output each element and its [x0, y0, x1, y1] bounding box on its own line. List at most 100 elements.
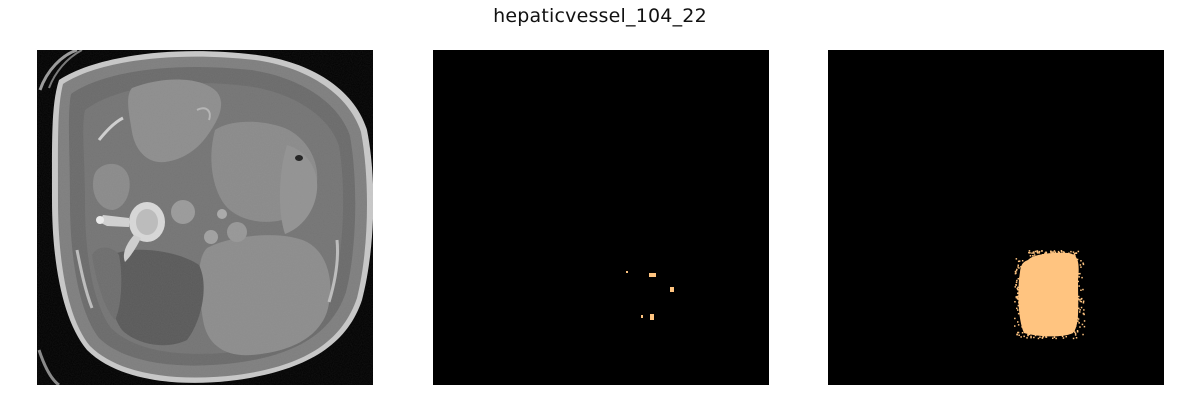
speckle-dot — [1074, 259, 1076, 262]
speckle-dot — [1042, 254, 1044, 256]
speckle-dot — [1028, 250, 1031, 252]
speckle-dot — [1079, 326, 1081, 328]
speckle-dot — [1017, 288, 1019, 291]
speckle-dot — [1054, 252, 1056, 254]
speckle-dot — [1016, 268, 1018, 271]
speckle-dot — [1018, 294, 1021, 297]
speckle-dot — [1057, 331, 1060, 333]
speckle-dot — [1033, 254, 1036, 256]
speckle-dot — [1055, 337, 1057, 340]
speckle-dot — [1021, 313, 1023, 316]
speckle-dot — [1016, 295, 1018, 298]
speckle-dot — [1074, 283, 1077, 285]
speckle-dot — [1078, 285, 1080, 287]
speckle-dot — [1017, 292, 1019, 294]
speckle-dot — [1016, 307, 1018, 310]
speckle-dot — [1036, 250, 1039, 253]
speckle-dot — [1072, 251, 1075, 253]
speckle-dot — [1077, 320, 1079, 322]
speckle-dot — [1029, 252, 1031, 254]
speckle-dot — [1076, 317, 1078, 319]
speckle-dot — [1057, 250, 1060, 253]
speckle-dot — [1018, 267, 1020, 269]
speckle-dot — [1037, 337, 1040, 340]
speckle-dot — [1060, 250, 1063, 252]
speckle-dot — [1078, 299, 1080, 301]
speckle-dot — [1048, 334, 1050, 336]
speckle-dot — [1027, 334, 1029, 337]
speckle-dot — [1045, 251, 1047, 254]
speckle-dot — [1080, 301, 1083, 303]
speckle-dot — [1034, 250, 1037, 253]
speckle-dot — [1082, 333, 1084, 336]
speckle-dot — [1074, 325, 1077, 327]
speckle-dot — [1083, 313, 1085, 316]
speckle-dot — [1021, 292, 1024, 294]
speckle-dot — [1082, 302, 1085, 304]
speckle-dot — [1017, 321, 1019, 323]
speckle-dot — [1067, 255, 1070, 258]
speckle-dot — [1023, 277, 1025, 279]
speckle-dot — [1017, 298, 1019, 300]
speckle-dot — [1038, 252, 1040, 254]
speckle-dot — [1082, 300, 1085, 302]
speckle-dot — [1076, 331, 1079, 333]
speckle-dot — [1060, 250, 1063, 253]
speckle-dot — [1062, 255, 1064, 257]
speckle-dot — [1080, 298, 1082, 301]
speckle-dot — [1015, 281, 1018, 284]
sparse-mask-drawing — [433, 50, 769, 385]
speckle-dot — [1053, 250, 1056, 252]
speckle-dot — [1077, 250, 1080, 253]
speckle-dot — [1052, 337, 1054, 339]
speckle-dot — [1054, 251, 1057, 253]
figure-title: hepaticvessel_104_22 — [493, 5, 707, 27]
speckle-dot — [1074, 258, 1077, 261]
speckle-dot — [1014, 325, 1016, 327]
speckle-dot — [1039, 331, 1041, 333]
speckle-dot — [1018, 298, 1020, 300]
speckle-dot — [1023, 335, 1025, 338]
speckle-dot — [1080, 260, 1082, 262]
speckle-dot — [1058, 333, 1060, 335]
speckle-dot — [1078, 322, 1080, 324]
speckle-dot — [1077, 298, 1080, 300]
speckle-dot — [1058, 332, 1060, 334]
speckle-dot — [1029, 255, 1032, 257]
speckle-dot — [1016, 297, 1019, 299]
speckle-dot — [1078, 295, 1080, 298]
speckle-dot — [1074, 303, 1076, 305]
speckle-dot — [1083, 320, 1086, 322]
speckle-dot — [1065, 335, 1067, 338]
speckle-dot — [1045, 336, 1048, 338]
speckle-dot — [1082, 288, 1084, 291]
speckle-dot — [1080, 266, 1082, 268]
speckle-dot — [1019, 306, 1022, 309]
speckle-dot — [1076, 305, 1078, 307]
speckle-dot — [1079, 264, 1082, 266]
speckle-dot — [1017, 304, 1020, 307]
speckle-dot — [1053, 336, 1056, 338]
speckle-dot — [1017, 264, 1019, 266]
speckle-dot — [1021, 270, 1023, 273]
speckle-dot — [1028, 333, 1031, 336]
speckle-dot — [1031, 252, 1033, 254]
speckle-dot — [1077, 280, 1079, 283]
speckle-dot — [1069, 254, 1072, 256]
speckle-dot — [1058, 334, 1060, 336]
speckle-dot — [1014, 317, 1016, 320]
speckle-dot — [1030, 331, 1032, 334]
speckle-dot — [1080, 306, 1083, 309]
speckle-dot — [1082, 263, 1085, 266]
ct-slice-drawing — [37, 50, 373, 385]
speckle-dot — [1017, 309, 1019, 311]
speckle-dot — [1021, 326, 1023, 328]
speckle-dot — [1032, 255, 1034, 257]
speckle-dot — [1039, 336, 1041, 338]
speckle-dot — [1016, 287, 1018, 290]
speckle-dot — [1076, 313, 1078, 316]
speckle-dot — [1017, 295, 1020, 297]
speckle-dot — [1075, 310, 1077, 312]
speckle-dot — [1043, 332, 1045, 334]
speckle-dot — [1032, 331, 1034, 334]
